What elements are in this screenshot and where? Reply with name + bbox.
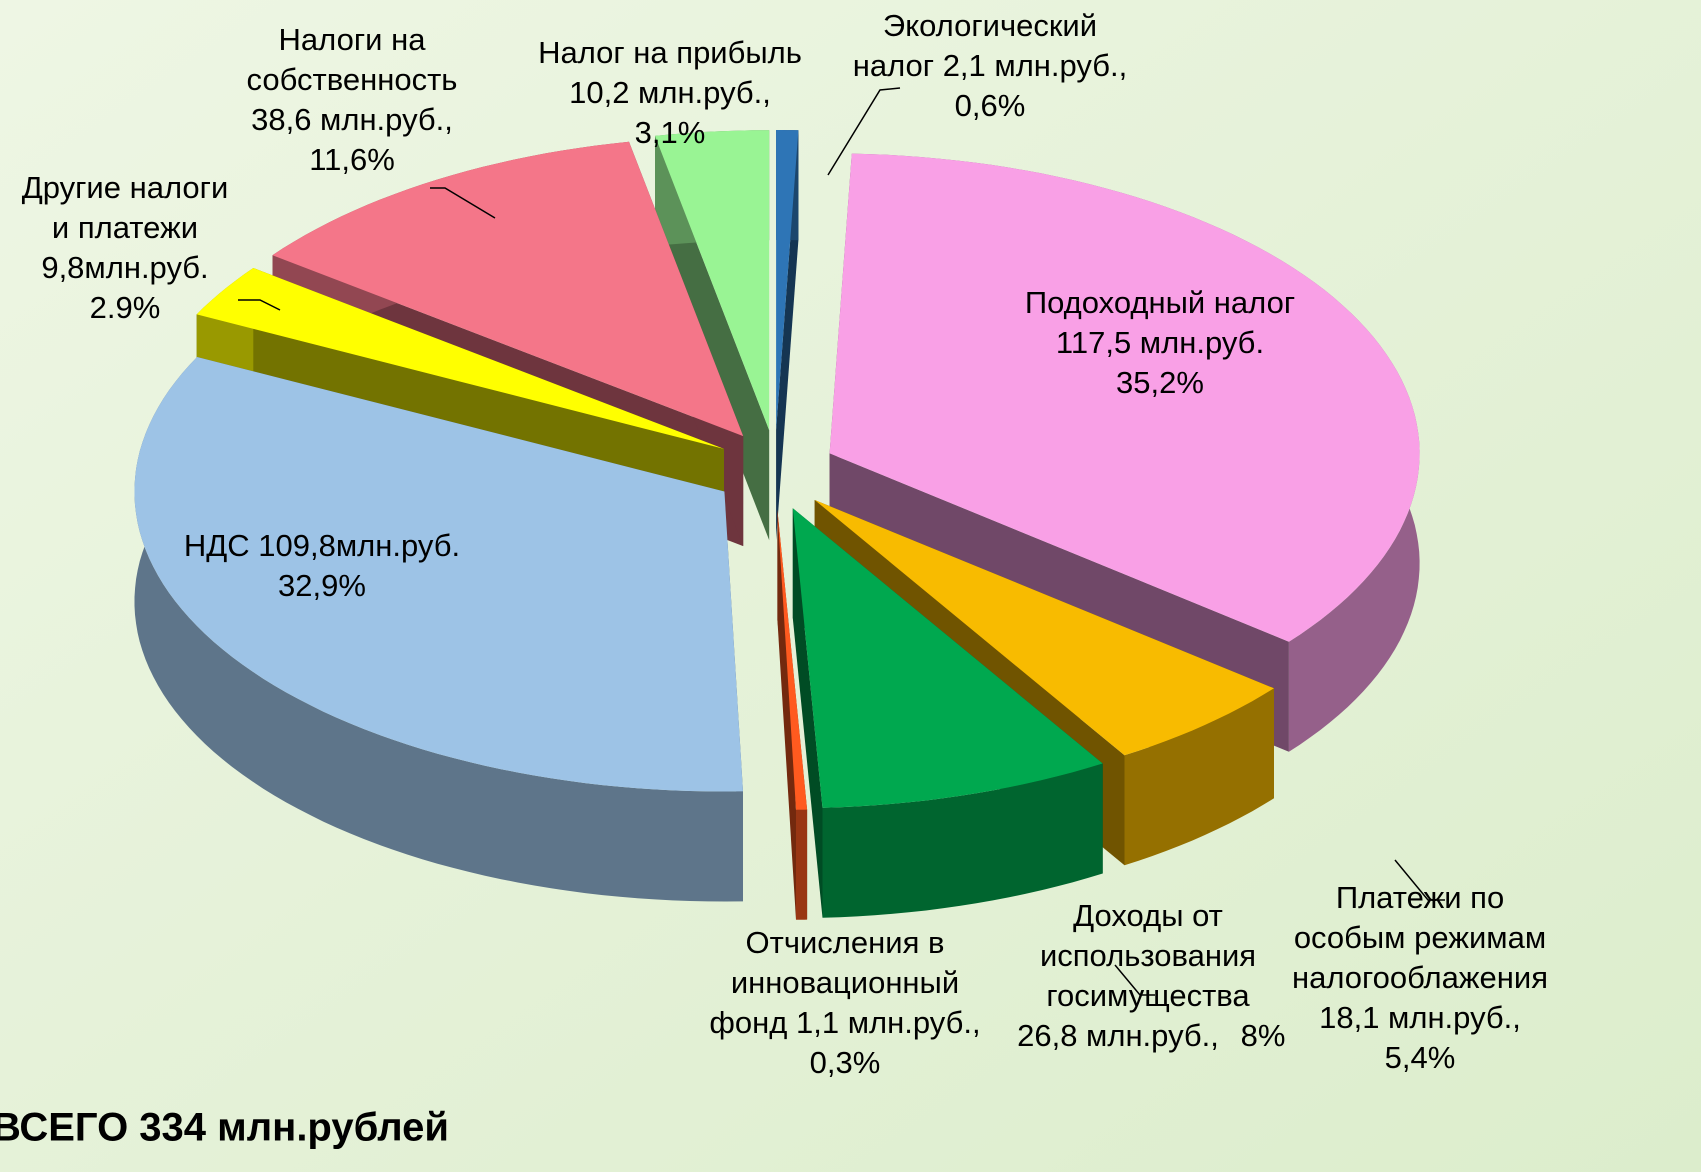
slice [655,130,770,431]
slice [134,357,743,792]
data-label: 26,8 млн.руб., [1017,1018,1219,1053]
slice [134,357,743,902]
data-label: Доходы от [1073,898,1223,933]
data-label: инновационный [731,965,959,1000]
slice-side [777,510,796,920]
data-label: 38,6 млн.руб., [251,102,453,137]
data-label: использования [1040,938,1256,973]
data-label: особым режимам [1294,920,1546,955]
value-label: 8% [1241,1018,1286,1053]
data-label: и платежи [52,210,198,245]
leader-line [430,187,496,219]
value-label: 0,6% [955,88,1026,123]
slice-side [822,763,1103,918]
data-label: 117,5 млн.руб. [1056,325,1264,360]
slice [777,510,808,920]
data-label: собственность [247,62,458,97]
value-label: 11,6% [309,142,395,177]
leader-lines [238,87,1445,996]
data-label: Налог на прибыль [538,35,802,70]
data-label: налог 2,1 млн.руб., [853,48,1128,83]
value-label: 35,2% [1116,365,1204,400]
leader-line [827,87,901,176]
data-label: 9,8млн.руб. [41,250,208,285]
data-label: НДС 109,8млн.руб. [184,528,460,563]
slice-side [1124,688,1274,866]
data-label: налогооблажения [1292,960,1548,995]
slice [272,141,744,437]
slice-side [134,357,743,902]
slice [829,153,1420,642]
value-label: 2.9% [90,290,161,325]
slice-side [792,508,823,918]
leader-line [1114,964,1155,996]
data-label: госимущества [1046,978,1250,1013]
data-label: Другие налоги [22,170,229,205]
value-label: 3,1% [635,115,706,150]
slice-side [796,809,808,920]
slice [196,268,724,449]
data-label: 18,1 млн.руб., [1319,1000,1521,1035]
data-label: Налоги на [279,22,427,57]
data-label: Подоходный налог [1025,285,1295,320]
slice [792,508,1103,808]
data-label: фонд 1,1 млн.руб., [709,1005,980,1040]
value-label: 0,3% [810,1045,881,1080]
slice [777,510,808,810]
leader-line [1394,859,1445,901]
slice [792,508,1103,918]
slice [776,130,799,430]
value-label: 5,4% [1385,1040,1456,1075]
data-label: Экологический [883,8,1097,43]
pie [134,130,1420,920]
slice [814,500,1274,756]
leader-line [238,299,281,311]
data-label: Платежи по [1336,880,1504,915]
slice [776,130,799,540]
value-label: 32,9% [278,568,366,603]
total-label: ВСЕГО 334 млн.рублей [0,1106,449,1150]
data-label: Отчисления в [746,925,945,960]
data-label: 10,2 млн.руб., [569,75,771,110]
